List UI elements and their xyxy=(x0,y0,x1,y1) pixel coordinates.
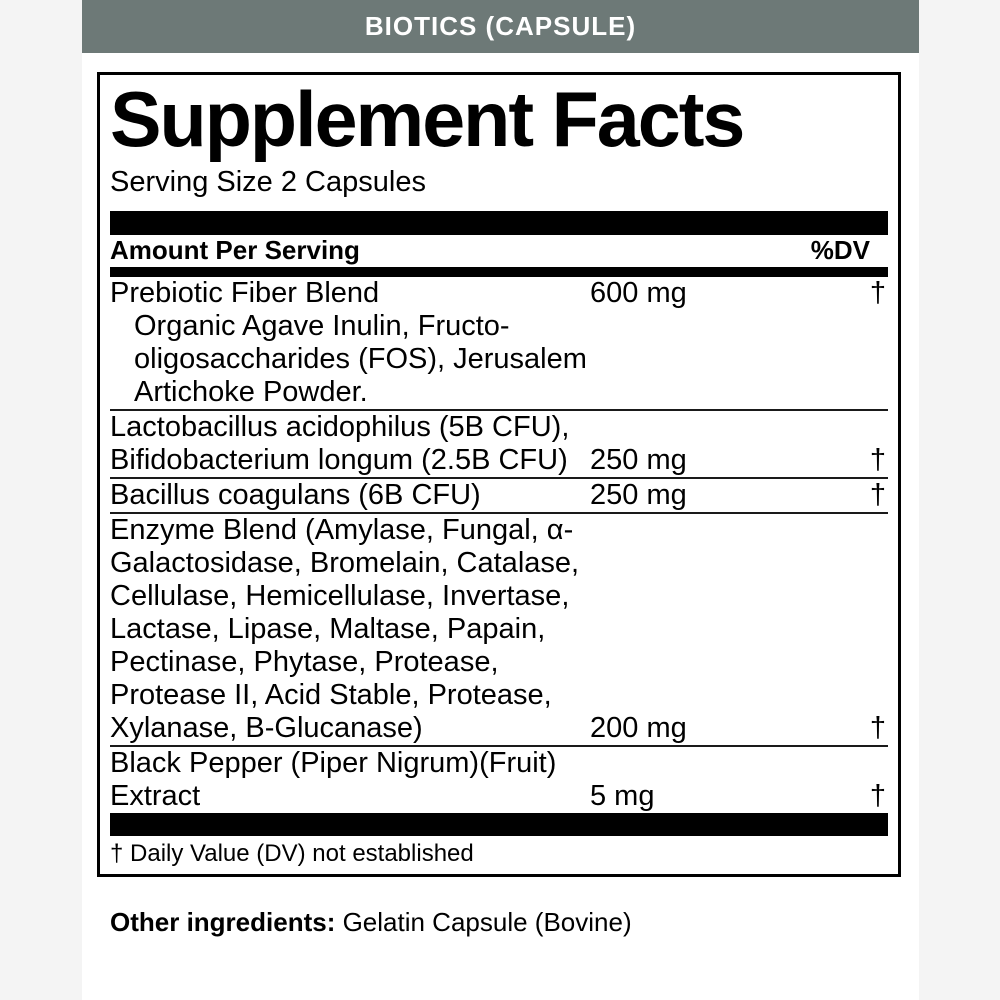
ingredient-amount: 250 mg xyxy=(590,478,687,511)
ingredient-name: Black Pepper (Piper Nigrum)(Fruit) xyxy=(110,746,557,779)
ingredient-name: Artichoke Powder. xyxy=(134,375,368,408)
fact-row: Black Pepper (Piper Nigrum)(Fruit) Extrac… xyxy=(110,747,888,813)
divider-bar-top xyxy=(110,210,888,235)
product-banner-title: BIOTICS (CAPSULE) xyxy=(364,11,637,41)
fact-line: oligosaccharides (FOS), Jerusalem xyxy=(110,343,888,376)
ingredient-name: Xylanase, B-Glucanase) xyxy=(110,711,423,744)
ingredient-dv: † xyxy=(869,779,886,812)
ingredient-name: Lactase, Lipase, Maltase, Papain, xyxy=(110,612,546,645)
ingredient-amount: 5 mg xyxy=(590,779,655,812)
supplement-facts-panel: Supplement Facts Serving Size 2 Capsules… xyxy=(97,72,901,877)
fact-line: Bifidobacterium longum (2.5B CFU) 250 mg † xyxy=(110,444,888,477)
column-header-amount: Amount Per Serving xyxy=(110,235,360,266)
fact-line: Cellulase, Hemicellulase, Invertase, xyxy=(110,580,888,613)
fact-line: Lactase, Lipase, Maltase, Papain, xyxy=(110,613,888,646)
serving-size: Serving Size 2 Capsules xyxy=(110,165,426,198)
fact-line: Organic Agave Inulin, Fructo- xyxy=(110,310,888,343)
other-ingredients-label: Other ingredients: xyxy=(110,906,336,937)
fact-row: Lactobacillus acidophilus (5B CFU), Bifid… xyxy=(110,411,888,479)
ingredient-name: Organic Agave Inulin, Fructo- xyxy=(134,309,510,342)
ingredient-dv: † xyxy=(869,711,886,744)
column-header-dv: %DV xyxy=(810,235,870,266)
ingredient-name: Enzyme Blend (Amylase, Fungal, α- xyxy=(110,513,574,546)
ingredient-name: Galactosidase, Bromelain, Catalase, xyxy=(110,546,580,579)
ingredient-name: Extract xyxy=(110,779,201,812)
ingredient-name: Lactobacillus acidophilus (5B CFU), xyxy=(110,410,570,443)
fact-line: Pectinase, Phytase, Protease, xyxy=(110,646,888,679)
ingredient-amount: 200 mg xyxy=(590,711,687,744)
ingredient-dv: † xyxy=(869,276,886,309)
ingredient-name: Prebiotic Fiber Blend xyxy=(110,276,380,309)
fact-row: Bacillus coagulans (6B CFU) 250 mg † xyxy=(110,479,888,514)
ingredient-name: Protease II, Acid Stable, Protease, xyxy=(110,678,552,711)
column-header-row: Amount Per Serving %DV xyxy=(110,235,888,267)
fact-row: Enzyme Blend (Amylase, Fungal, α- Galacto… xyxy=(110,514,888,747)
ingredient-rows: Prebiotic Fiber Blend 600 mg † Organic Agav… xyxy=(110,277,888,813)
ingredient-name: oligosaccharides (FOS), Jerusalem xyxy=(134,342,587,375)
fact-row: Prebiotic Fiber Blend 600 mg † Organic Agav… xyxy=(110,277,888,411)
supplement-facts-title: Supplement Facts xyxy=(110,75,745,163)
fact-line: Lactobacillus acidophilus (5B CFU), xyxy=(110,411,888,444)
ingredient-name: Bifidobacterium longum (2.5B CFU) xyxy=(110,443,568,476)
ingredient-name: Pectinase, Phytase, Protease, xyxy=(110,645,499,678)
ingredient-dv: † xyxy=(869,478,886,511)
fact-line: Protease II, Acid Stable, Protease, xyxy=(110,679,888,712)
fact-line: Enzyme Blend (Amylase, Fungal, α- xyxy=(110,514,888,547)
ingredient-name: Cellulase, Hemicellulase, Invertase, xyxy=(110,579,570,612)
ingredient-dv: † xyxy=(869,443,886,476)
fact-line: Extract 5 mg † xyxy=(110,780,888,813)
divider-bar-header xyxy=(110,266,888,277)
fact-line: Bacillus coagulans (6B CFU) 250 mg † xyxy=(110,479,888,512)
fact-line: Black Pepper (Piper Nigrum)(Fruit) xyxy=(110,747,888,780)
dv-footnote: † Daily Value (DV) not established xyxy=(110,839,474,867)
fact-line: Xylanase, B-Glucanase) 200 mg † xyxy=(110,712,888,745)
ingredient-amount: 600 mg xyxy=(590,276,687,309)
divider-bar-bottom xyxy=(110,812,888,836)
fact-line: Artichoke Powder. xyxy=(110,376,888,409)
product-banner: BIOTICS (CAPSULE) xyxy=(82,0,919,53)
fact-line: Galactosidase, Bromelain, Catalase, xyxy=(110,547,888,580)
other-ingredients-value: Gelatin Capsule (Bovine) xyxy=(335,906,632,937)
ingredient-name: Bacillus coagulans (6B CFU) xyxy=(110,478,481,511)
fact-line: Prebiotic Fiber Blend 600 mg † xyxy=(110,277,888,310)
ingredient-amount: 250 mg xyxy=(590,443,687,476)
label-card: BIOTICS (CAPSULE) Supplement Facts Servi… xyxy=(82,0,919,1000)
other-ingredients: Other ingredients: Gelatin Capsule (Bovi… xyxy=(110,907,919,938)
